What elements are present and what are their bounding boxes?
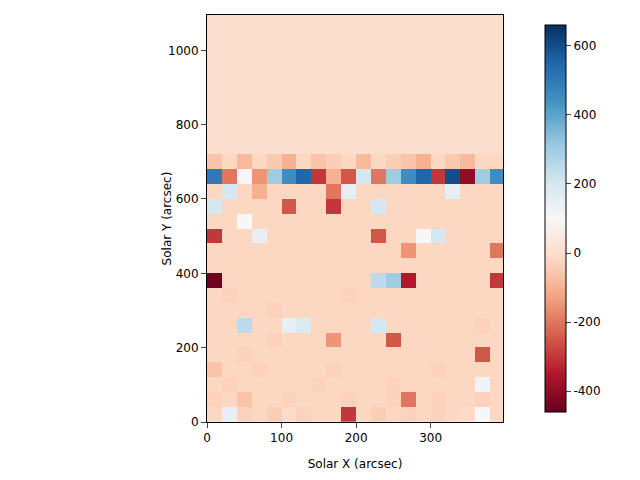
svg-text:800: 800 <box>176 118 199 132</box>
svg-text:-400: -400 <box>573 384 600 398</box>
svg-text:Solar X (arcsec): Solar X (arcsec) <box>308 457 403 471</box>
svg-text:0: 0 <box>573 246 581 260</box>
svg-text:600: 600 <box>573 39 596 53</box>
svg-text:100: 100 <box>270 431 293 445</box>
svg-text:200: 200 <box>176 341 199 355</box>
svg-text:0: 0 <box>203 431 211 445</box>
svg-text:200: 200 <box>345 431 368 445</box>
svg-text:400: 400 <box>176 267 199 281</box>
svg-text:Solar Y (arcsec): Solar Y (arcsec) <box>160 172 174 266</box>
svg-text:-200: -200 <box>573 315 600 329</box>
svg-text:200: 200 <box>573 177 596 191</box>
svg-text:0: 0 <box>191 415 199 429</box>
svg-text:400: 400 <box>573 108 596 122</box>
svg-text:600: 600 <box>176 192 199 206</box>
svg-text:300: 300 <box>419 431 442 445</box>
svg-text:1000: 1000 <box>168 44 199 58</box>
